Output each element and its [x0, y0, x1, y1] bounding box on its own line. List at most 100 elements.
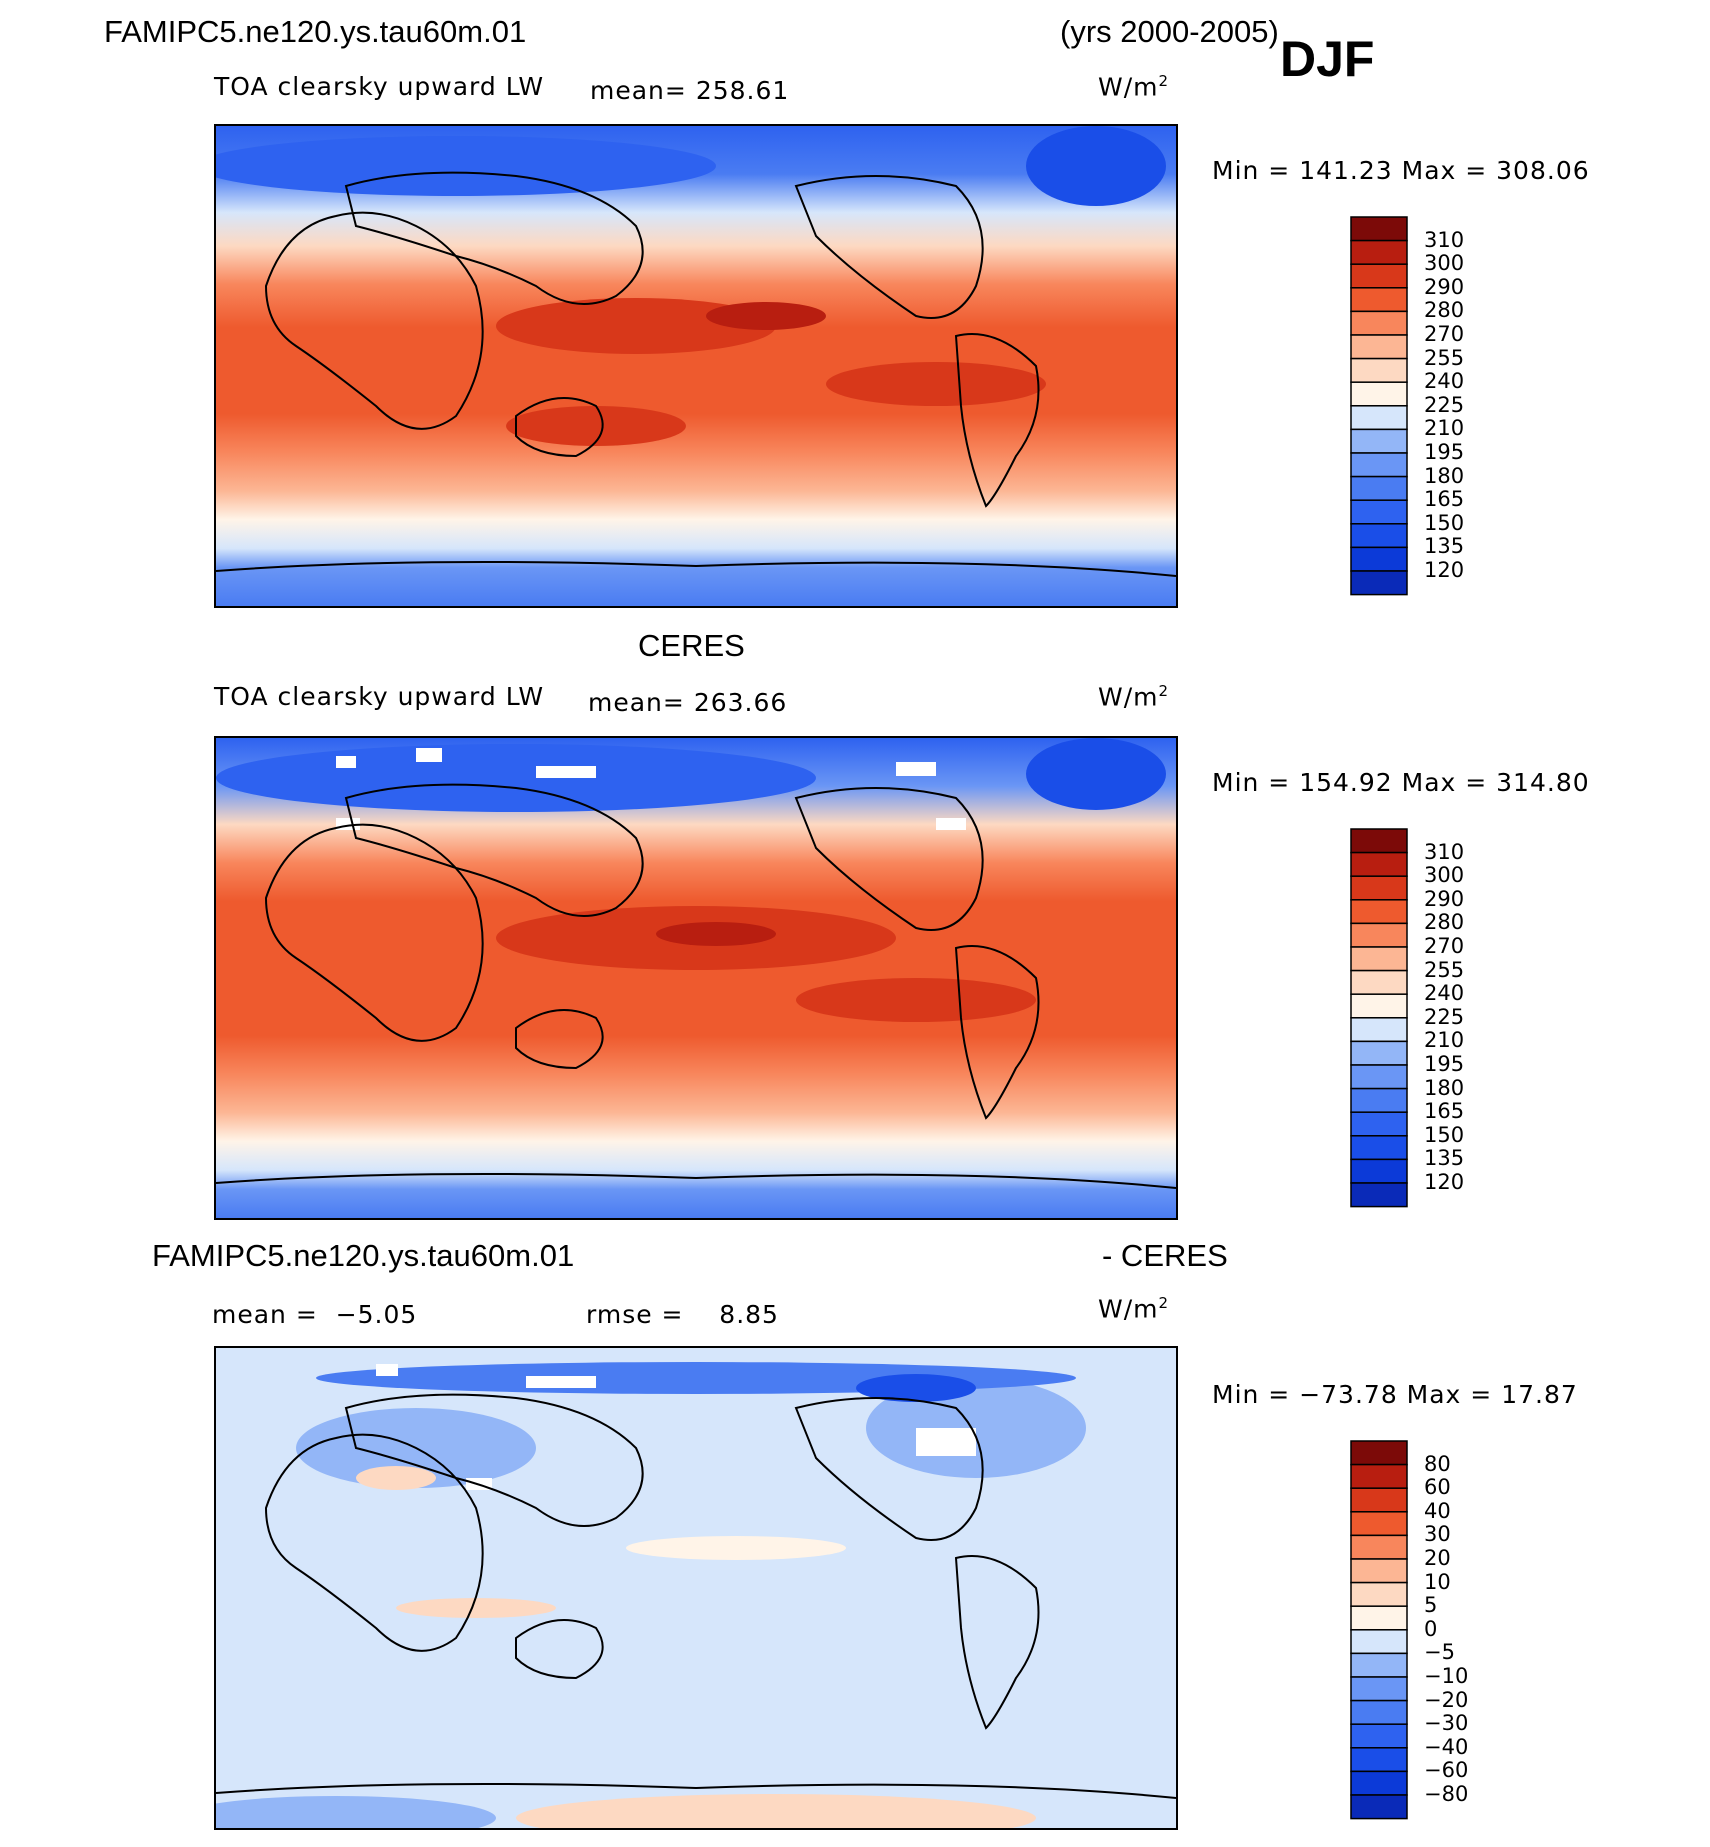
panel-1-mean: mean= 258.61 [590, 78, 789, 103]
colorbar-swatch [1350, 946, 1408, 972]
colorbar-tick-label: 120 [1424, 558, 1465, 582]
colorbar-tick-label: 0 [1424, 1616, 1438, 1641]
panel-2-missing-2 [416, 748, 442, 762]
panel-3-pos-asia [356, 1466, 436, 1490]
colorbar-swatch [1350, 1676, 1408, 1702]
colorbar-tick-label: 210 [1424, 1028, 1465, 1053]
colorbar-tick-label: 290 [1424, 274, 1465, 299]
colorbar-swatch [1350, 1629, 1408, 1655]
panel-2-coast-north-america [794, 787, 984, 931]
colorbar-swatch [1350, 828, 1408, 854]
panel-3-mean-value: −5.05 [335, 1300, 418, 1329]
colorbar-tick-label: 5 [1424, 1593, 1438, 1618]
panel-3-missing-3 [916, 1428, 976, 1456]
colorbar-tick-label: 310 [1424, 227, 1465, 252]
colorbar-swatch [1350, 875, 1408, 901]
panel-2-coast-africa [264, 823, 484, 1042]
panel-3-units-base: W/m [1098, 1294, 1159, 1324]
panel-1-coast-africa [264, 211, 484, 430]
colorbar-swatch [1350, 216, 1408, 242]
panel-3-neg-canada [856, 1374, 976, 1402]
colorbar-tick-label: 30 [1424, 1522, 1451, 1547]
colorbar-swatch [1350, 1794, 1408, 1820]
panel-1-min-max: Min = 141.23 Max = 308.06 [1212, 156, 1590, 185]
panel-3-map [214, 1346, 1178, 1830]
colorbar-swatch [1350, 1135, 1408, 1161]
panel-2-arctic-cold [216, 744, 816, 812]
panel-1-map [214, 124, 1178, 608]
panel-3-coast-south-america [954, 1555, 1040, 1730]
panel-1-coast-north-america [794, 175, 984, 319]
panel-3-rmse-value: 8.85 [719, 1300, 779, 1329]
panel-2-mean-value: 263.66 [693, 688, 788, 717]
colorbar-tick-label: −60 [1424, 1758, 1469, 1783]
panel-3-title-left: FAMIPC5.ne120.ys.tau60m.01 [152, 1238, 575, 1273]
panel-2-mean: mean= 263.66 [588, 690, 787, 715]
colorbar-tick-label: 240 [1424, 981, 1465, 1006]
panel-3-mean: mean = −5.05 [212, 1302, 417, 1327]
colorbar-swatch [1350, 570, 1408, 596]
panel-3-coast-north-america [794, 1397, 984, 1541]
colorbar-tick-label: 120 [1424, 1170, 1465, 1194]
colorbar-tick-label: 180 [1424, 1075, 1465, 1100]
colorbar-tick-label: 150 [1424, 1122, 1465, 1147]
colorbar-swatch [1350, 334, 1408, 360]
panel-2-units-sup: 2 [1158, 682, 1170, 700]
colorbar-swatch [1350, 1017, 1408, 1043]
panel-3-coast-australia [515, 1619, 604, 1680]
colorbar-svg [1350, 828, 1408, 1208]
panel-2-variable: TOA clearsky upward LW [214, 682, 545, 711]
colorbar-tick-label: 195 [1424, 440, 1465, 464]
panel-1-units-sup: 2 [1158, 72, 1170, 90]
panel-1-units: W/m2 [1098, 72, 1170, 100]
colorbar-tick-label: 300 [1424, 863, 1465, 888]
case-name-header: FAMIPC5.ne120.ys.tau60m.01 [104, 14, 527, 49]
colorbar-swatch [1350, 1158, 1408, 1184]
colorbar-svg [1350, 216, 1408, 596]
panel-3-units-sup: 2 [1158, 1294, 1170, 1312]
panel-3-map-svg [216, 1348, 1176, 1828]
colorbar-swatch [1350, 1182, 1408, 1208]
panel-1-south-band [506, 406, 686, 446]
panel-2-missing-5 [896, 762, 936, 776]
panel-1-warm-pool [496, 298, 776, 354]
colorbar-tick-label: 165 [1424, 487, 1465, 512]
colorbar-tick-label: 150 [1424, 510, 1465, 535]
panel-3-missing-1 [376, 1364, 398, 1376]
colorbar-tick-label: 290 [1424, 886, 1465, 911]
colorbar-swatch [1350, 1723, 1408, 1749]
colorbar-swatch [1350, 1440, 1408, 1466]
panel-1-coast-south-america [954, 333, 1040, 508]
panel-2-map [214, 736, 1178, 1220]
colorbar-tick-label: 310 [1424, 839, 1465, 864]
panel-3-mean-label: mean = [212, 1300, 318, 1329]
panel-2-units: W/m2 [1098, 682, 1170, 712]
colorbar-swatch [1350, 287, 1408, 313]
colorbar-swatch [1350, 310, 1408, 336]
panel-2-coast-antarctica [216, 1173, 1176, 1189]
colorbar-tick-label: 225 [1424, 392, 1465, 417]
panel-2-units-base: W/m [1098, 682, 1159, 712]
colorbar-swatch [1350, 381, 1408, 407]
colorbar-swatch [1350, 1040, 1408, 1066]
colorbar-tick-label: 225 [1424, 1004, 1465, 1029]
panel-3-coast-antarctica [216, 1783, 1176, 1799]
colorbar-tick-label: −5 [1424, 1640, 1455, 1665]
panel-1-greenland-cold [1026, 126, 1166, 206]
panel-1-map-svg [216, 126, 1176, 606]
panel-3-coast-eurasia [344, 1393, 644, 1527]
colorbar-swatch [1350, 263, 1408, 289]
colorbar-tick-label: 80 [1424, 1451, 1451, 1476]
panel-3-rmse-label: rmse = [586, 1300, 684, 1329]
colorbar-swatch [1350, 1111, 1408, 1137]
panel-2-title: CERES [638, 628, 745, 663]
panel-1-coast-eurasia [344, 171, 644, 305]
colorbar-tick-label: 195 [1424, 1052, 1465, 1076]
panel-1-variable: TOA clearsky upward LW [214, 72, 545, 101]
panel-2-mean-label: mean= [588, 688, 685, 717]
panel-2-greenland-cold [1026, 738, 1166, 810]
colorbar-swatch [1350, 523, 1408, 549]
colorbar-tick-label: 300 [1424, 251, 1465, 276]
panel-3-min-max: Min = −73.78 Max = 17.87 [1212, 1380, 1578, 1409]
panel-1-arctic-cold [216, 136, 716, 196]
